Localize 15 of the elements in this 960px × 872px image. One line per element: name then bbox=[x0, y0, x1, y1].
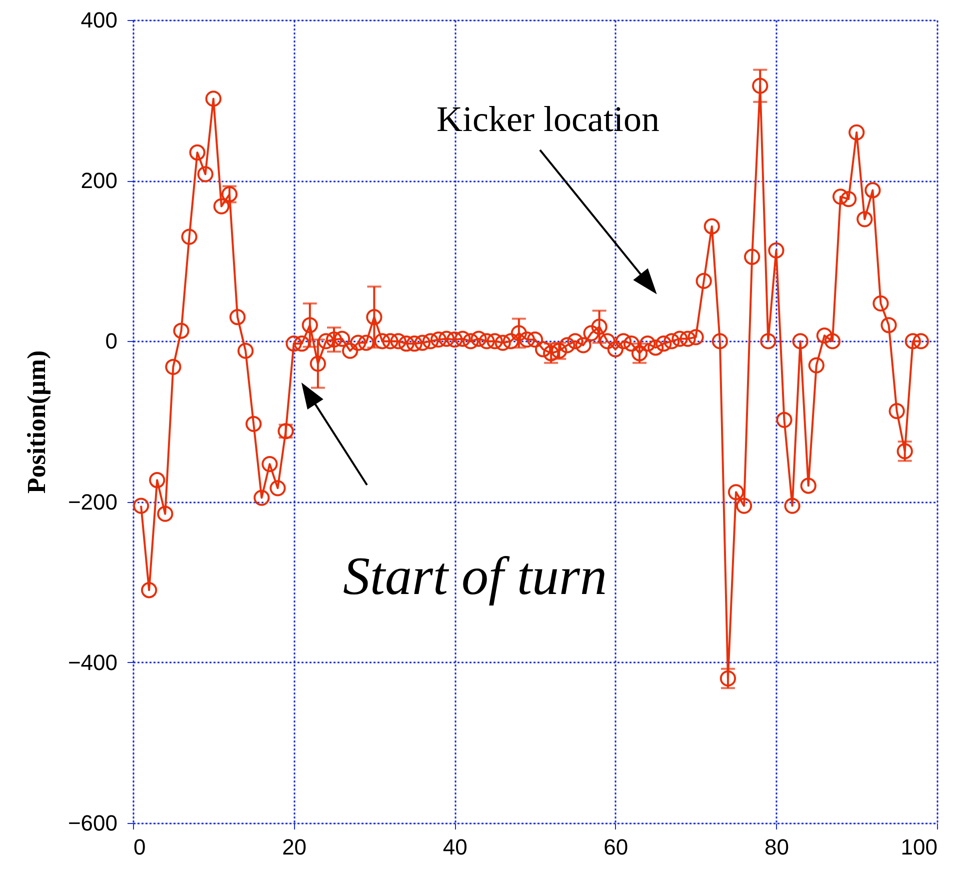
y-axis-title: Position(μm) bbox=[22, 350, 51, 494]
x-tick-label: 0 bbox=[134, 834, 146, 860]
y-tick-label: 200 bbox=[80, 168, 118, 194]
y-tick-label: −600 bbox=[68, 810, 118, 836]
y-tick-label: −400 bbox=[68, 650, 118, 675]
annotation: Kicker location bbox=[436, 99, 660, 139]
x-tick-label: 20 bbox=[282, 834, 307, 860]
x-tick-label: 100 bbox=[900, 834, 938, 860]
x-tick-label: 40 bbox=[442, 834, 468, 860]
y-tick-label: −200 bbox=[68, 489, 118, 514]
x-tick-label: 60 bbox=[604, 834, 628, 860]
x-tick-label: 80 bbox=[764, 834, 789, 860]
annotation: Start of turn bbox=[342, 546, 608, 606]
y-tick-label: 0 bbox=[105, 328, 118, 354]
y-tick-label: 400 bbox=[80, 8, 118, 32]
